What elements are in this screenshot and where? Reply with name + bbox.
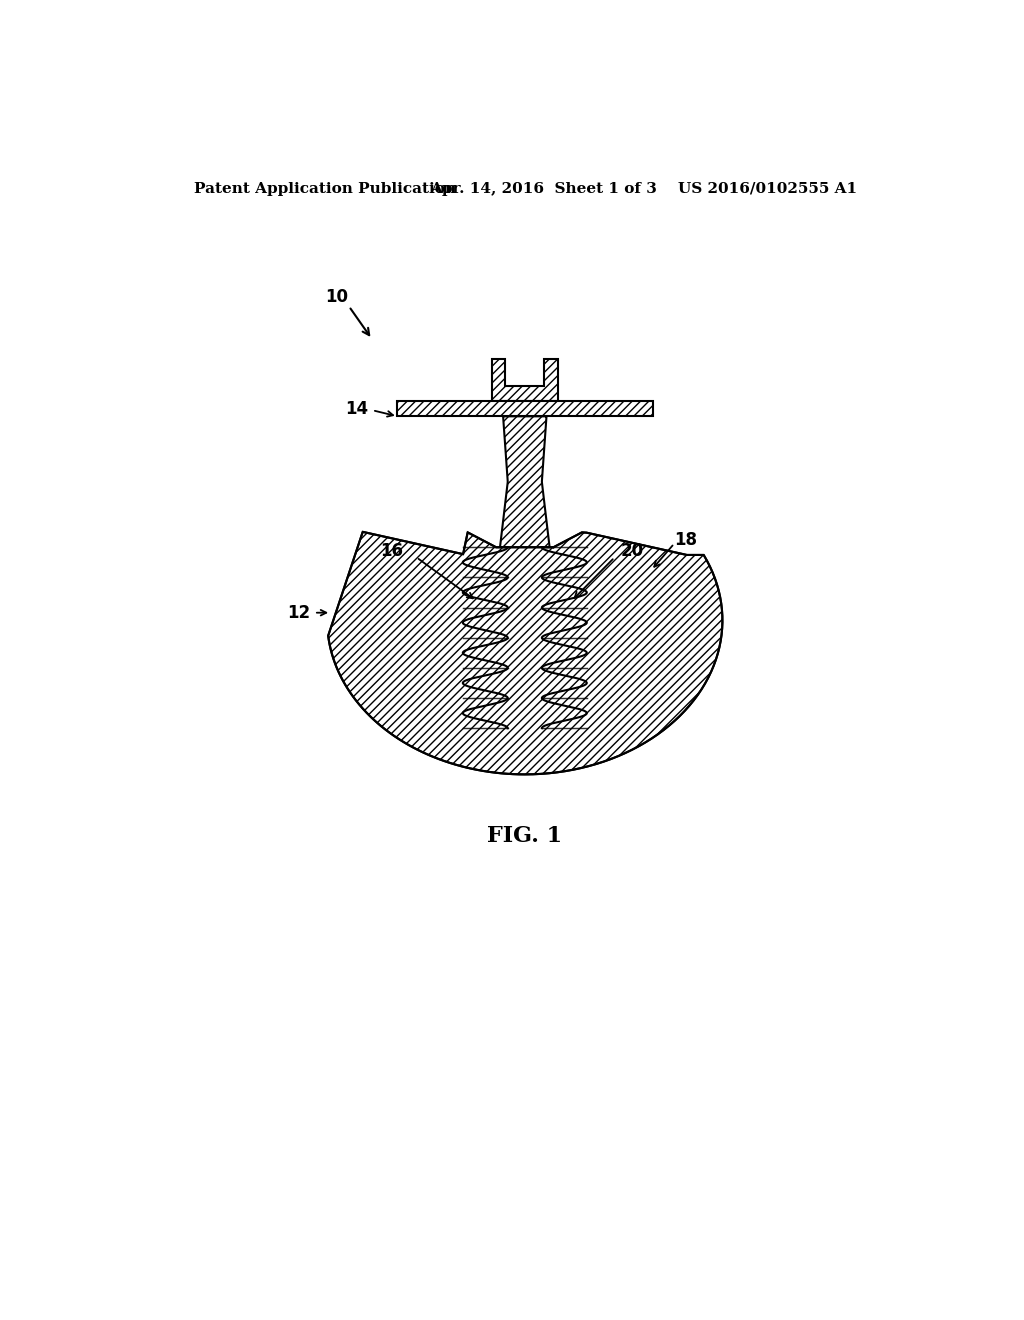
Text: FIG. 1: FIG. 1 — [487, 825, 562, 847]
Text: Patent Application Publication: Patent Application Publication — [194, 182, 456, 195]
Text: 10: 10 — [326, 288, 348, 306]
Polygon shape — [397, 401, 652, 416]
Text: 12: 12 — [287, 603, 310, 622]
Text: 20: 20 — [621, 543, 643, 560]
Text: Apr. 14, 2016  Sheet 1 of 3: Apr. 14, 2016 Sheet 1 of 3 — [430, 182, 657, 195]
Text: 18: 18 — [675, 531, 697, 549]
Text: 14: 14 — [345, 400, 369, 417]
Polygon shape — [328, 532, 722, 775]
Polygon shape — [463, 416, 587, 729]
Text: 16: 16 — [380, 543, 403, 560]
Polygon shape — [492, 359, 558, 401]
Text: US 2016/0102555 A1: US 2016/0102555 A1 — [678, 182, 857, 195]
